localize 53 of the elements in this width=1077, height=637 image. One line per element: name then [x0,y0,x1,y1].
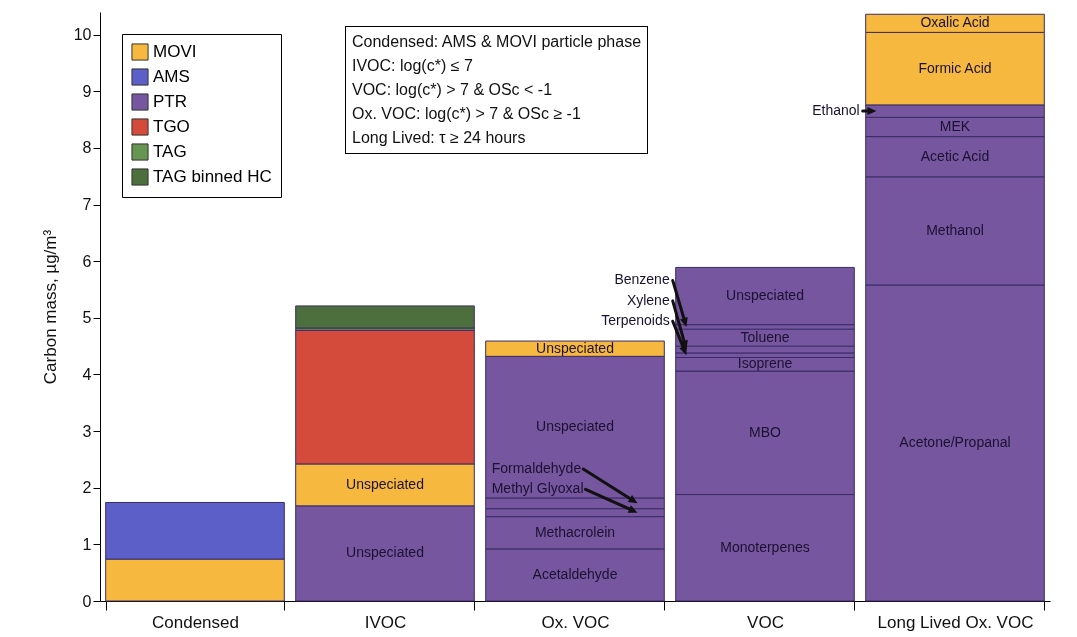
data-label: Acetaldehyde [532,565,618,582]
data-label: Formaldehyde [491,460,582,477]
y-tick-label: 7 [82,196,92,214]
legend-label: TAG binned HC [153,167,272,186]
bar [295,305,475,329]
data-label: MEK [939,117,971,134]
legend-label: PTR [153,92,187,111]
data-label: MBO [749,423,782,440]
x-tick-label: Condensed [152,612,239,632]
x-tick-label: IVOC [364,612,407,632]
data-label: Acetic Acid [920,147,990,164]
annotation: IVOC: log(c*) ≤ 7 [352,56,474,76]
legend-label: TAG [153,142,187,161]
y-axis-title: Carbon mass, µg/m³ [40,229,60,385]
data-label: Formic Acid [918,59,992,76]
y-tick-label: 10 [73,26,92,44]
data-label: Terpenoids [601,312,670,329]
data-label: Methacrolein [534,523,616,540]
y-tick-label: 8 [82,139,92,157]
data-label: Oxalic Acid [920,14,990,31]
y-tick-label: 3 [82,422,92,440]
data-label: Unspeciated [346,475,424,492]
x-tick-label: Ox. VOC [541,612,610,632]
legend-label: AMS [153,67,190,86]
data-label: Unspeciated [536,418,614,435]
annotation: VOC: log(c*) > 7 & OSc < -1 [352,80,554,100]
data-label: Acetone/Propanal [899,433,1011,450]
data-label: Xylene [626,291,670,308]
legend-label: TGO [153,117,190,136]
data-label: Unspeciated [726,287,804,304]
y-tick-label: 1 [82,535,92,553]
y-tick-label: 4 [82,365,92,383]
x-tick-label: VOC [747,612,784,632]
data-label: Isoprene [737,355,793,372]
y-tick-label: 9 [82,82,92,100]
annotation: Condensed: AMS & MOVI particle phase [352,32,642,52]
annotation: Long Lived: τ ≥ 24 hours [352,128,527,148]
data-label: Benzene [614,271,670,288]
bar [675,266,855,326]
data-label: Methanol [926,221,984,238]
data-label: Toluene [740,328,790,345]
y-tick-label: 0 [82,592,92,610]
data-label: Monoterpenes [720,538,810,555]
annotation: Ox. VOC: log(c*) > 7 & OSc ≥ -1 [352,104,582,124]
y-tick-label: 2 [82,479,92,497]
data-label: Unspeciated [536,339,614,356]
x-tick-label: Long Lived Ox. VOC [877,612,1034,632]
y-tick-label: 6 [82,252,92,270]
y-tick-label: 5 [82,309,92,327]
data-label: Methyl Glyoxal [491,480,584,497]
data-label: Unspeciated [346,544,424,561]
legend-label: MOVI [153,42,197,61]
data-label: Ethanol [812,102,860,119]
